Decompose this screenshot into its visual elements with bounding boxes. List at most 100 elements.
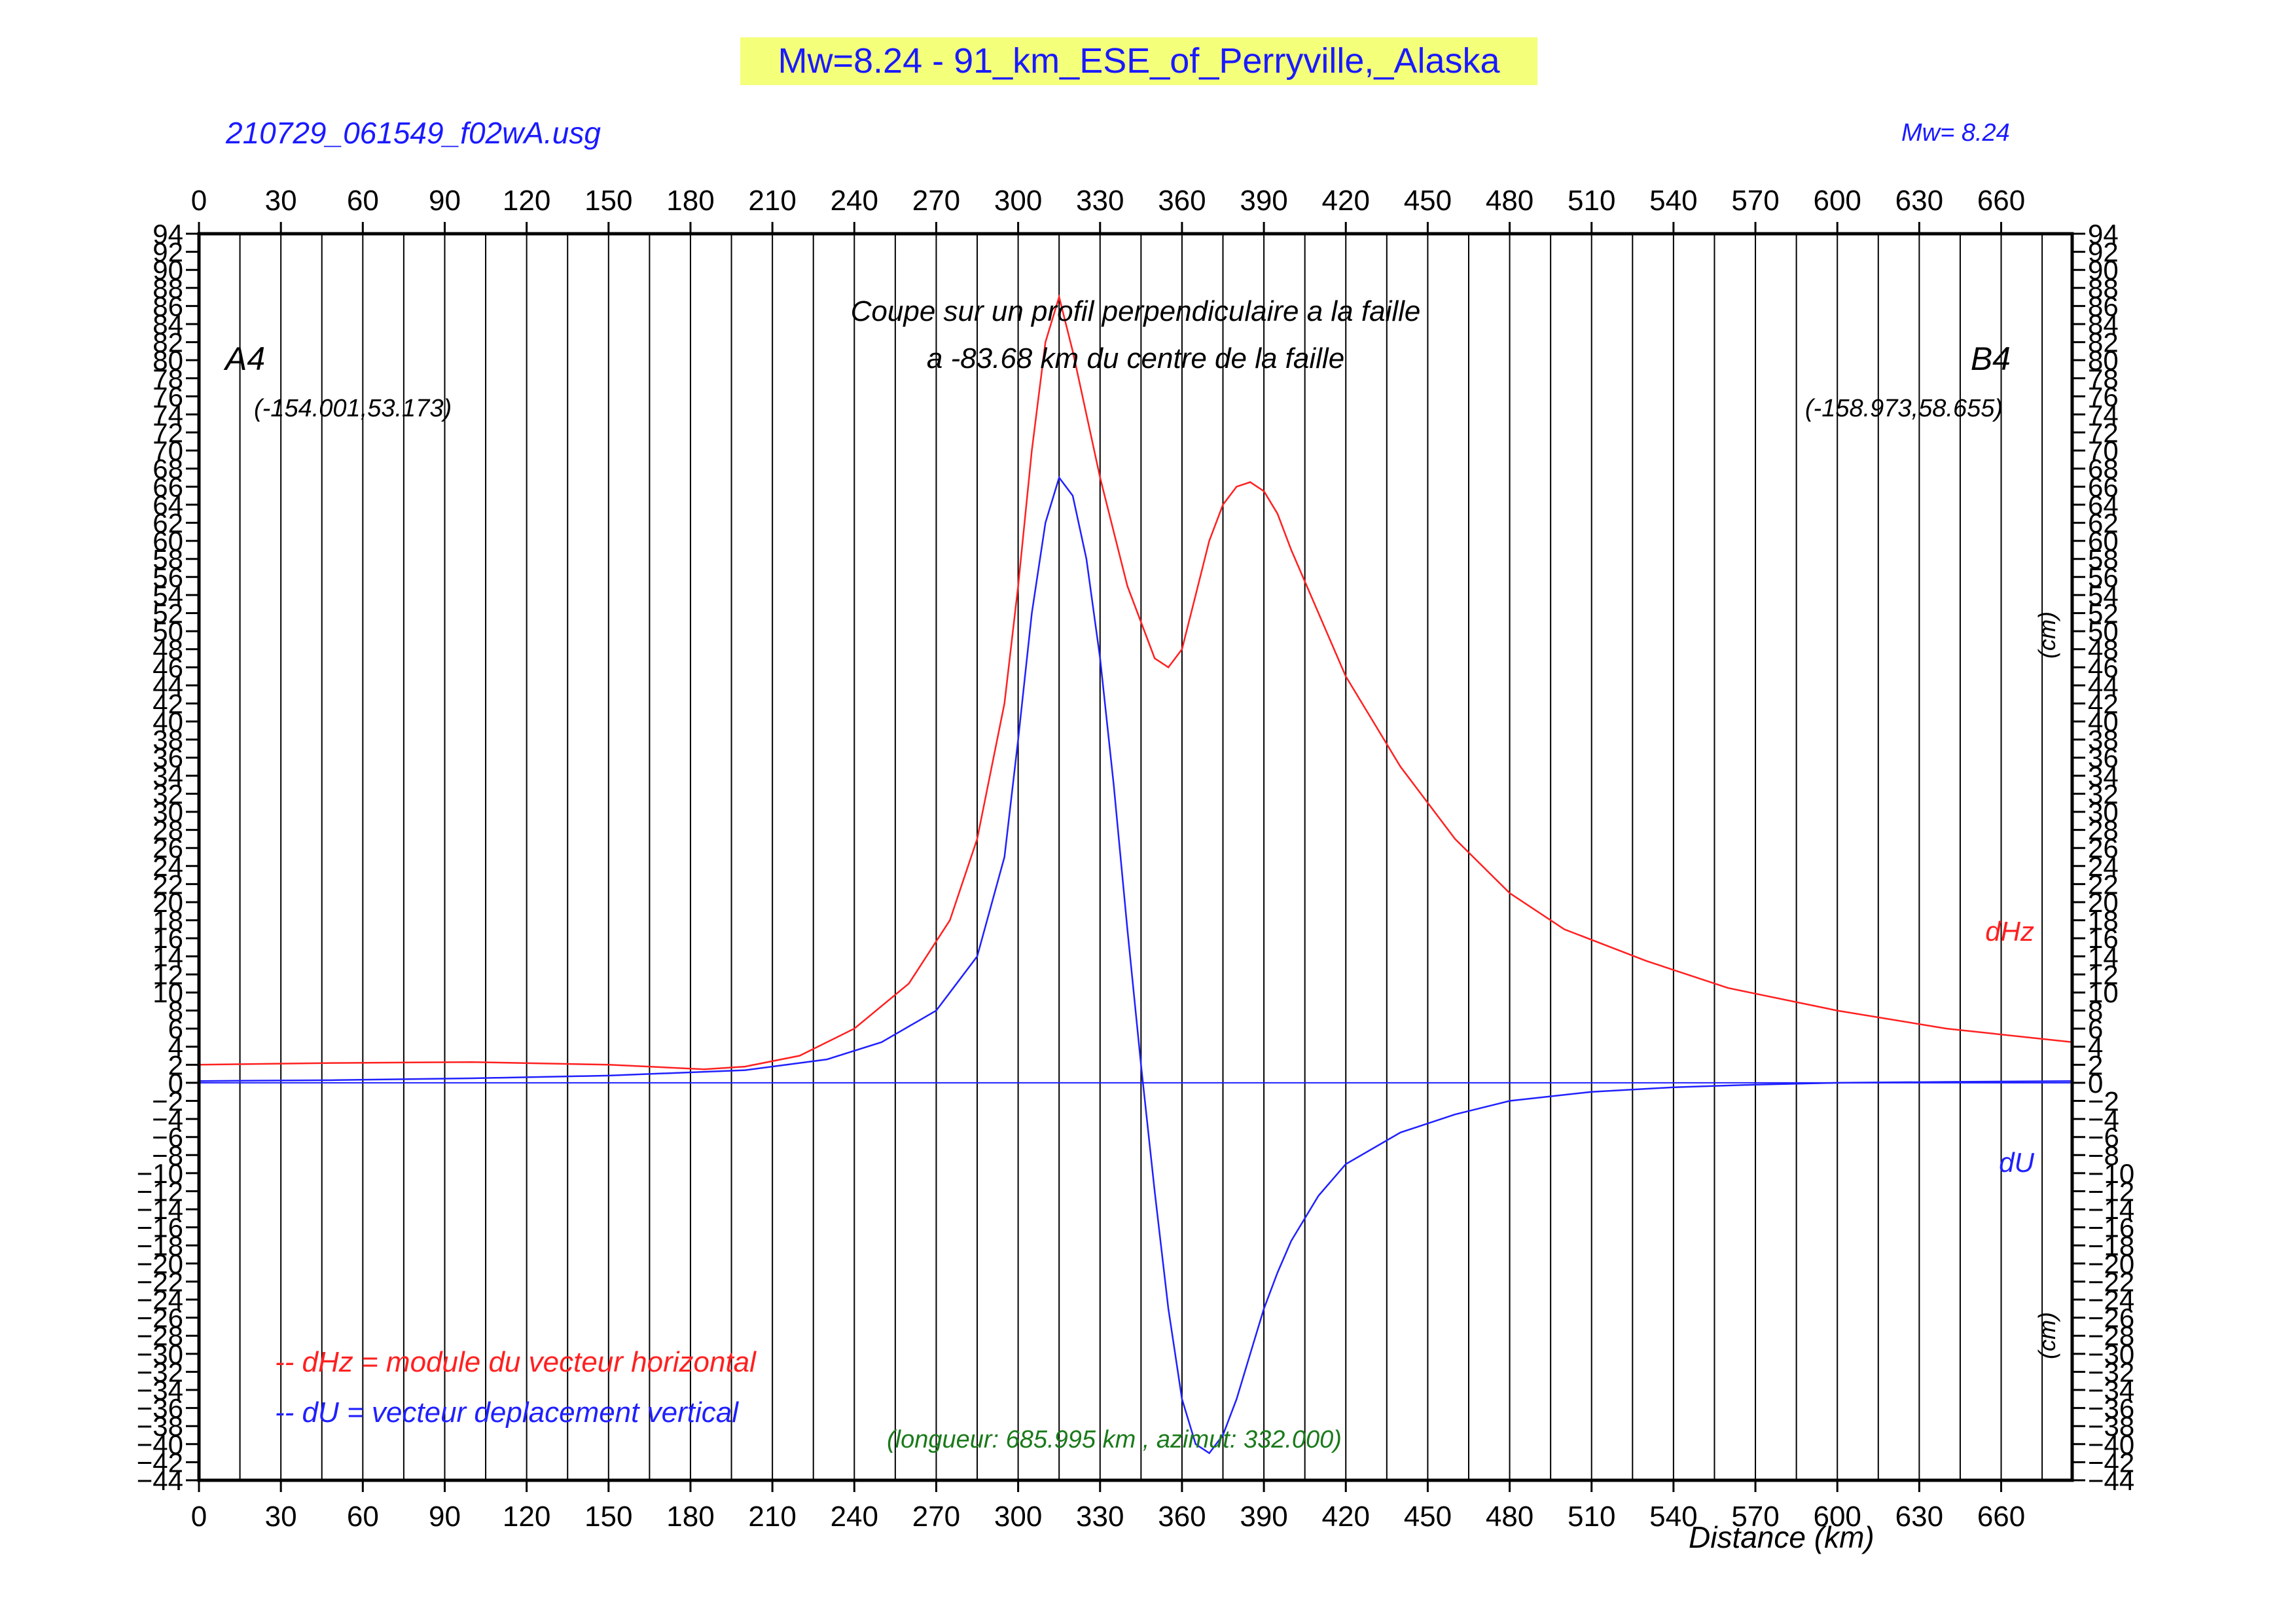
x-tick-label-top: 210 (748, 185, 796, 217)
y-tick-label-left: 22 (152, 869, 183, 900)
y-tick-label-left: 74 (152, 399, 183, 430)
length-azimuth-annotation: (longueur: 685.995 km , azimut: 332.000) (887, 1426, 1342, 1453)
y-tick-label-right: 80 (2088, 345, 2119, 376)
y-tick-label-right: −8 (2088, 1140, 2119, 1171)
y-tick-label-left: −14 (137, 1194, 183, 1225)
x-tick-label-top: 270 (912, 185, 960, 217)
chart-text: Coupe sur un profil perpendiculaire a la… (223, 295, 2060, 1554)
y-tick-label-right: 50 (2088, 616, 2119, 647)
y-tick-label-left: 76 (152, 381, 183, 412)
y-tick-label-left: −22 (137, 1266, 183, 1297)
y-tick-label-left: 52 (152, 598, 183, 629)
y-tick-label-right: 88 (2088, 273, 2119, 304)
y-tick-label-left: 66 (152, 471, 183, 502)
y-tick-label-right: 46 (2088, 652, 2119, 683)
x-tick-label-top: 300 (994, 185, 1042, 217)
y-tick-label-right: 36 (2088, 742, 2119, 773)
x-tick-label-top: 480 (1486, 185, 1534, 217)
x-tick-label-top: 450 (1404, 185, 1452, 217)
y-tick-label-left: −20 (137, 1249, 183, 1279)
legend-item-dhz: -- dHz = module du vecteur horizontal (275, 1346, 757, 1378)
y-tick-label-left: 54 (152, 580, 183, 611)
y-tick-label-left: −2 (152, 1086, 183, 1117)
y-tick-label-right: 2 (2088, 1049, 2103, 1080)
x-tick-label-top: 60 (347, 185, 379, 217)
y-tick-label-right: 54 (2088, 580, 2119, 611)
legend-item-du: -- dU = vecteur deplacement vertical (275, 1396, 739, 1429)
x-tick-label-top: 360 (1158, 185, 1206, 217)
x-tick-label-bottom: 660 (1977, 1501, 2025, 1533)
x-tick-label-bottom: 330 (1076, 1501, 1124, 1533)
y-tick-label-right: −2 (2088, 1086, 2119, 1117)
series-line-dhz (198, 293, 2073, 1070)
y-tick-label-right: 24 (2088, 851, 2119, 882)
y-tick-label-left: −32 (137, 1357, 183, 1387)
y-tick-label-right: 40 (2088, 706, 2119, 737)
endpoint-a-label: A4 (223, 340, 265, 377)
y-tick-label-left: 58 (152, 544, 183, 575)
y-tick-label-left: −6 (152, 1122, 183, 1153)
y-tick-label-left: 84 (152, 309, 183, 340)
y-tick-label-left: 80 (152, 345, 183, 376)
y-tick-label-right: −4 (2088, 1104, 2119, 1135)
subtitle-line-1: Coupe sur un profil perpendiculaire a la… (851, 295, 1421, 327)
y-tick-label-left: −8 (152, 1140, 183, 1171)
y-tick-label-left: −10 (137, 1158, 183, 1189)
y-tick-label-right: 56 (2088, 562, 2119, 593)
y-tick-label-left: −44 (137, 1465, 183, 1496)
y-tick-label-right: 66 (2088, 471, 2119, 502)
x-tick-label-bottom: 420 (1322, 1501, 1370, 1533)
y-tick-label-right: −36 (2088, 1393, 2134, 1424)
y-tick-label-left: 64 (152, 490, 183, 520)
y-tick-label-right: 14 (2088, 941, 2119, 972)
y-tick-label-right: 52 (2088, 598, 2119, 629)
y-tick-label-left: 8 (168, 996, 183, 1027)
y-tick-label-left: 18 (152, 905, 183, 936)
y-tick-label-left: 92 (152, 237, 183, 268)
y-tick-label-right: 6 (2088, 1013, 2103, 1044)
y-tick-label-right: 78 (2088, 363, 2119, 394)
y-tick-label-right: 26 (2088, 833, 2119, 864)
y-tick-label-left: 10 (152, 977, 183, 1008)
y-tick-label-right: −34 (2088, 1375, 2134, 1406)
y-tick-label-right: −20 (2088, 1249, 2134, 1279)
y-tick-label-left: 56 (152, 562, 183, 593)
x-tick-label-bottom: 510 (1568, 1501, 1615, 1533)
y-tick-label-left: −36 (137, 1393, 183, 1424)
x-tick-label-bottom: 360 (1158, 1501, 1206, 1533)
y-tick-label-right: 62 (2088, 508, 2119, 539)
y-tick-label-right: 18 (2088, 905, 2119, 936)
x-tick-label-bottom: 210 (748, 1501, 796, 1533)
y-tick-label-right: 74 (2088, 399, 2119, 430)
x-tick-label-top: 0 (191, 185, 207, 217)
y-tick-label-left: 36 (152, 742, 183, 773)
series-line-du (198, 475, 2073, 1455)
x-tick-label-top: 150 (584, 185, 632, 217)
vertical-grid (199, 234, 2072, 1480)
y-tick-label-left: 12 (152, 959, 183, 990)
y-tick-label-left: 90 (152, 255, 183, 285)
y-tick-label-left: −16 (137, 1213, 183, 1243)
x-tick-label-top: 330 (1076, 185, 1124, 217)
y-tick-label-right: 86 (2088, 291, 2119, 321)
y-tick-label-right: −22 (2088, 1266, 2134, 1297)
y-tick-label-left: 72 (152, 418, 183, 448)
x-axis-label: Distance (km) (1689, 1520, 1874, 1554)
y-tick-label-right: −40 (2088, 1429, 2134, 1460)
y-tick-label-right: 64 (2088, 490, 2119, 520)
y-tick-label-left: 82 (152, 327, 183, 358)
y-tick-label-right: −32 (2088, 1357, 2134, 1387)
y-tick-label-left: 30 (152, 797, 183, 828)
x-tick-label-bottom: 630 (1895, 1501, 1943, 1533)
y-tick-label-right: 10 (2088, 977, 2119, 1008)
y-tick-label-right: 38 (2088, 725, 2119, 756)
y-tick-label-right: 58 (2088, 544, 2119, 575)
y-tick-label-left: 24 (152, 851, 183, 882)
y-tick-label-right: 94 (2088, 219, 2119, 249)
y-tick-label-left: 42 (152, 688, 183, 719)
y-tick-label-left: −24 (137, 1285, 183, 1315)
y-tick-label-left: −40 (137, 1429, 183, 1460)
y-tick-label-right: −10 (2088, 1158, 2134, 1189)
y-tick-label-right: 28 (2088, 815, 2119, 846)
x-tick-label-top: 660 (1977, 185, 2025, 217)
